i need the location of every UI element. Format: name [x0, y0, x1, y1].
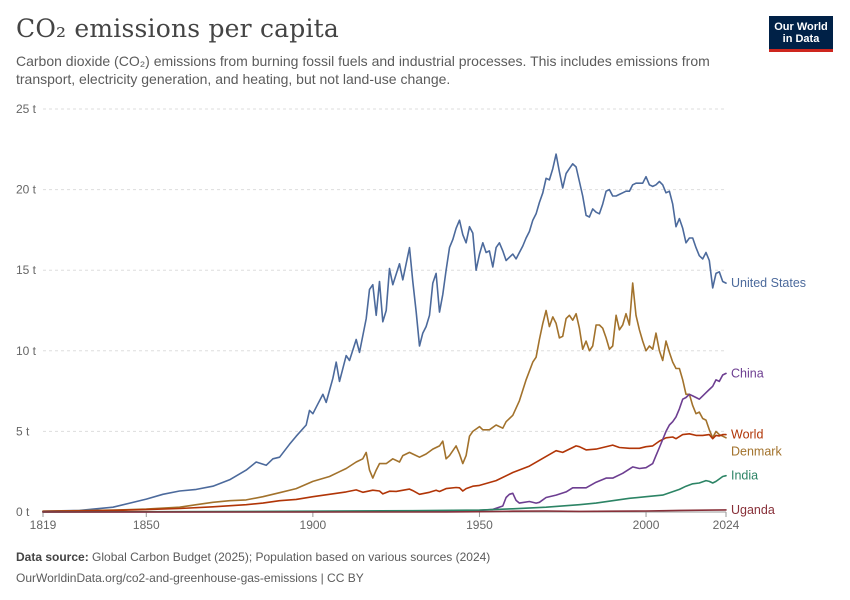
- series-line-world[interactable]: [42, 433, 727, 513]
- series-line-united-states[interactable]: [42, 153, 727, 512]
- x-tick-label: 2024: [713, 518, 740, 532]
- series-line-uganda[interactable]: [42, 509, 727, 513]
- y-tick-label: 10 t: [16, 344, 37, 358]
- x-tick-label: 2000: [633, 518, 660, 532]
- data-source: Data source: Global Carbon Budget (2025)…: [16, 550, 490, 564]
- series-label-united-states[interactable]: United States: [731, 276, 806, 290]
- source-link[interactable]: OurWorldinData.org/co2-and-greenhouse-ga…: [16, 571, 364, 585]
- logo-line-2: in Data: [782, 33, 820, 45]
- series-label-denmark[interactable]: Denmark: [731, 445, 782, 459]
- data-source-label: Data source:: [16, 550, 89, 564]
- series-lines: [42, 153, 727, 513]
- x-tick-label: 1819: [30, 518, 57, 532]
- y-tick-label: 20 t: [16, 183, 37, 197]
- series-label-world[interactable]: World: [731, 428, 763, 442]
- grid-lines: [43, 108, 726, 432]
- x-tick-label: 1850: [133, 518, 160, 532]
- x-tick-label: 1900: [300, 518, 327, 532]
- chart-subtitle: Carbon dioxide (CO₂) emissions from burn…: [16, 53, 710, 87]
- x-tick-label: 1950: [466, 518, 493, 532]
- series-labels: United States China World Denmark India Ugand…: [731, 276, 806, 517]
- chart-title: CO₂ emissions per capita: [16, 14, 340, 43]
- data-source-text: Global Carbon Budget (2025); Population …: [92, 550, 491, 564]
- series-label-china[interactable]: China: [731, 366, 764, 380]
- series-line-denmark[interactable]: [42, 282, 727, 512]
- series-line-india[interactable]: [42, 474, 727, 513]
- series-line-china[interactable]: [42, 372, 727, 513]
- series-label-india[interactable]: India: [731, 469, 758, 483]
- owid-logo[interactable]: Our World in Data: [769, 16, 833, 52]
- y-tick-label: 0 t: [16, 505, 30, 519]
- series-label-uganda[interactable]: Uganda: [731, 503, 775, 517]
- y-tick-label: 5 t: [16, 424, 30, 438]
- logo-line-1: Our World: [774, 21, 828, 33]
- y-tick-label: 25 t: [16, 102, 37, 116]
- y-tick-label: 15 t: [16, 263, 37, 277]
